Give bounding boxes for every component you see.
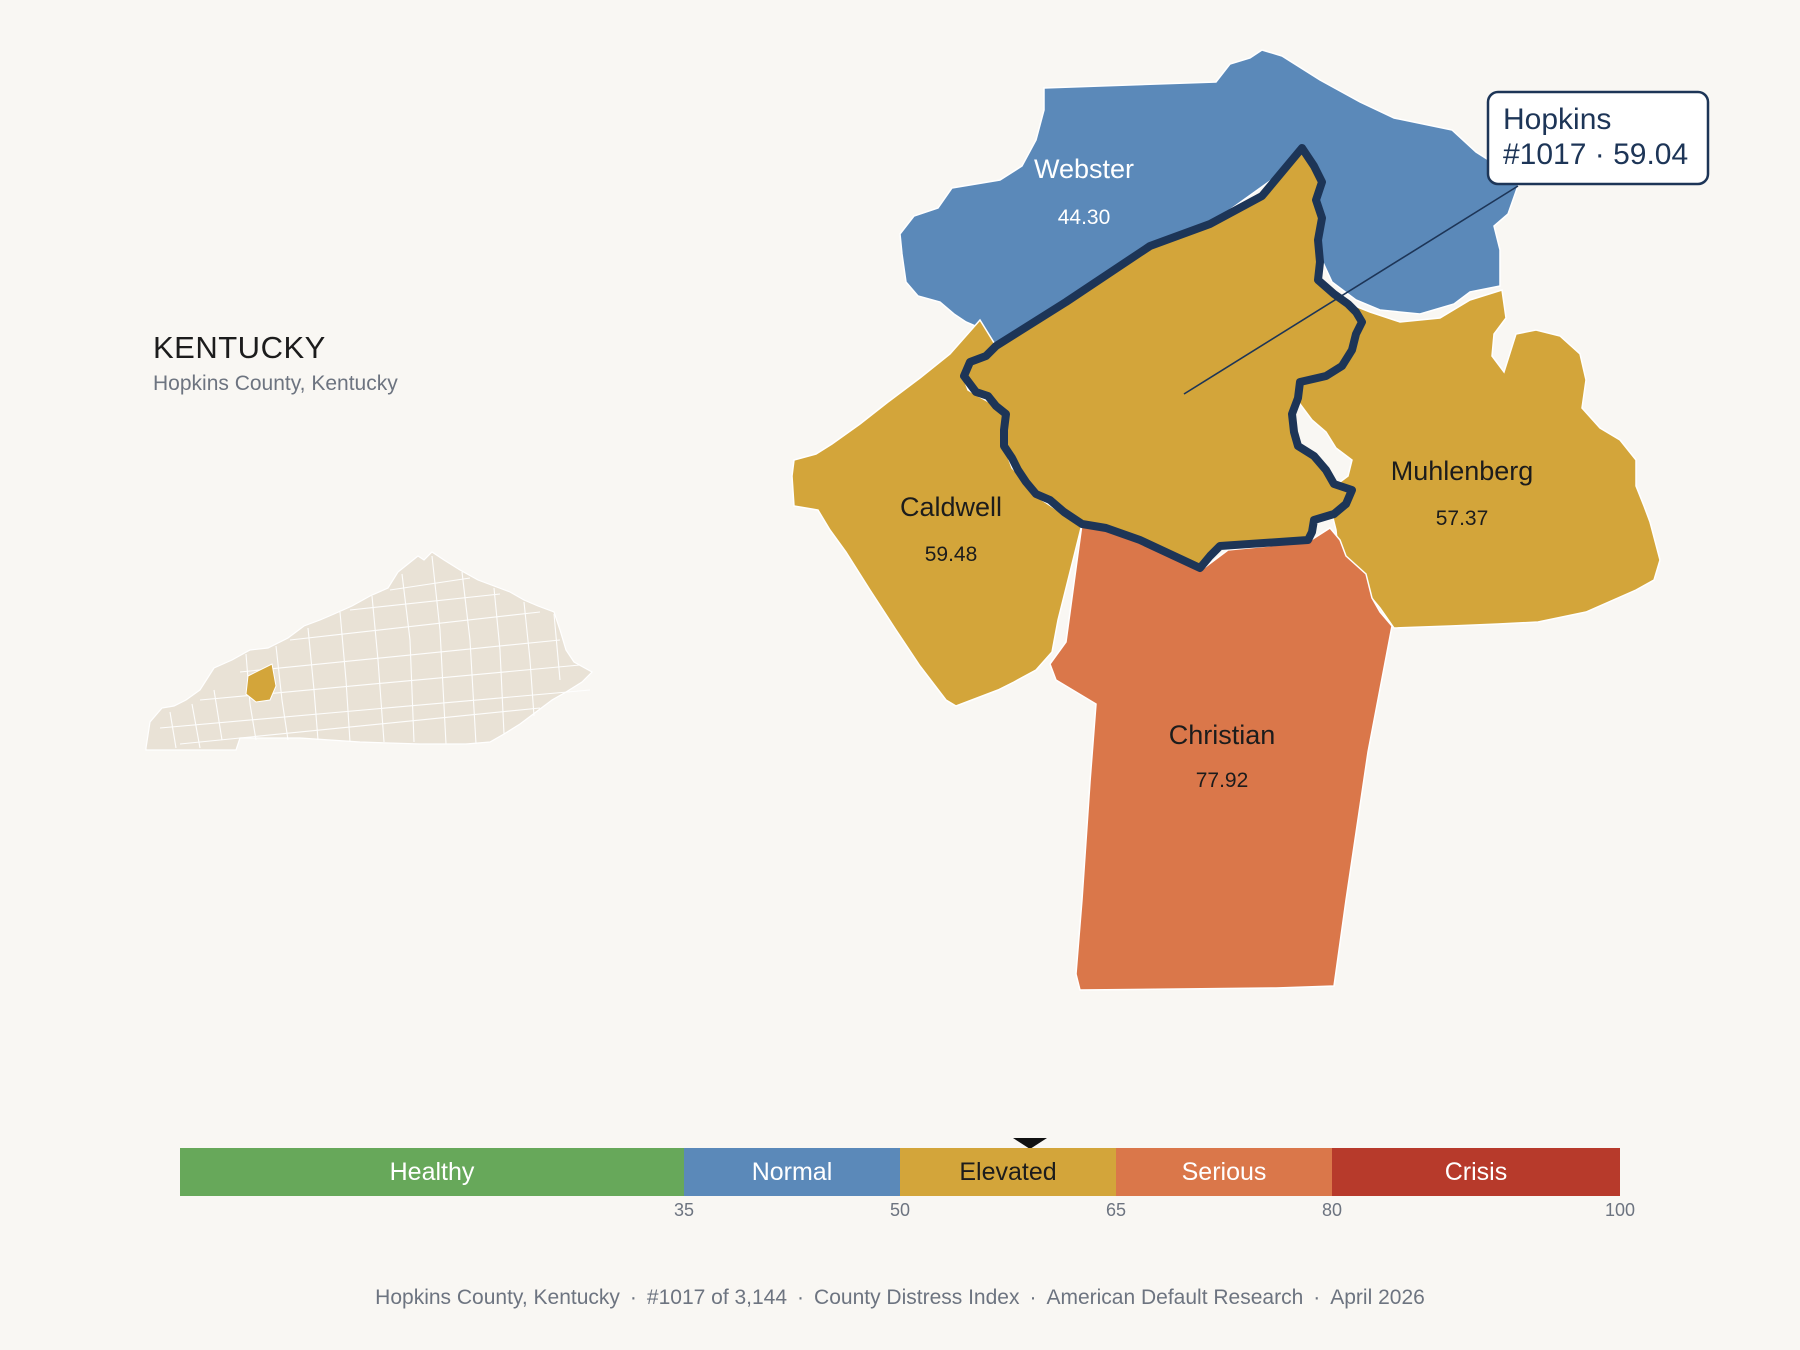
label-muhlenberg: Muhlenberg	[1391, 456, 1534, 486]
scale-segment-crisis: Crisis	[1332, 1148, 1620, 1196]
label-caldwell: Caldwell	[900, 492, 1002, 522]
scale-segment-normal: Normal	[684, 1148, 900, 1196]
callout-county-name: Hopkins	[1503, 103, 1611, 136]
scale-segment-serious: Serious	[1116, 1148, 1332, 1196]
scale-tick: 100	[1604, 1200, 1636, 1220]
inset-hopkins-highlight	[245, 663, 277, 703]
county-muhlenberg[interactable]	[1295, 289, 1661, 629]
scale-segment-elevated: Elevated	[900, 1148, 1116, 1196]
footer-county: Hopkins County, Kentucky	[375, 1286, 620, 1309]
value-caldwell: 59.48	[925, 543, 978, 566]
callout-rank-score: #1017 · 59.04	[1503, 138, 1688, 171]
callout-box	[1486, 90, 1710, 186]
scale-segment-healthy: Healthy	[180, 1148, 684, 1196]
kentucky-outline	[145, 551, 593, 751]
county-hopkins[interactable]	[960, 144, 1366, 572]
value-muhlenberg: 57.37	[1436, 507, 1489, 530]
state-inset-map	[145, 551, 593, 751]
state-title: KENTUCKY	[153, 330, 326, 365]
scale-tick: 35	[673, 1200, 695, 1220]
label-christian: Christian	[1169, 720, 1276, 750]
state-subtitle: Hopkins County, Kentucky	[153, 372, 398, 395]
label-webster: Webster	[1034, 154, 1134, 184]
scale-tick: 80	[1321, 1200, 1343, 1220]
county-christian[interactable]	[1049, 523, 1393, 991]
scale-tick: 65	[1105, 1200, 1127, 1220]
footer: Hopkins County, Kentucky · #1017 of 3,144 ·…	[375, 1286, 1425, 1309]
value-webster: 44.30	[1058, 206, 1111, 229]
footer-date: April 2026	[1330, 1286, 1425, 1309]
scale-tick: 50	[889, 1200, 911, 1220]
value-christian: 77.92	[1196, 769, 1249, 792]
footer-source: American Default Research	[1046, 1286, 1304, 1309]
footer-index: County Distress Index	[814, 1286, 1020, 1309]
distress-scale: Healthy Normal Elevated Serious Crisis	[180, 1148, 1620, 1196]
score-marker	[1013, 1138, 1048, 1149]
footer-rank: #1017 of 3,144	[646, 1286, 788, 1309]
focus-callout: Hopkins #1017 · 59.04	[1183, 90, 1710, 395]
